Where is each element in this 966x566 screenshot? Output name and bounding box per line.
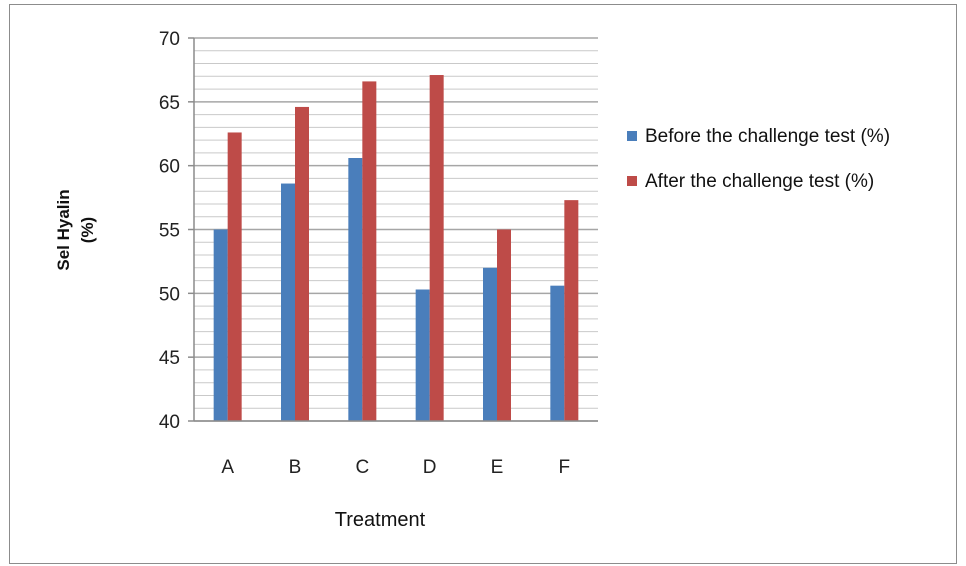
legend: Before the challenge test (%) After the c…: [627, 126, 890, 192]
bar-e-after: [497, 229, 511, 421]
y-tick-label: 45: [159, 348, 180, 369]
x-tick-label: E: [491, 457, 504, 478]
y-tick-label: 60: [159, 157, 180, 178]
x-tick-label: C: [355, 457, 369, 478]
bar-d-after: [429, 75, 444, 422]
y-axis-title-line1: Sel Hyalin: [54, 189, 73, 270]
bar-a-before: [213, 229, 228, 421]
y-axis-title: Sel Hyalin (%): [54, 189, 97, 270]
legend-swatch: [627, 131, 637, 141]
x-tick-label: D: [423, 457, 437, 478]
x-tick-label: B: [289, 457, 302, 478]
y-tick-label: 70: [159, 29, 180, 50]
bar-d-before: [415, 289, 430, 421]
bar-b-after: [295, 106, 309, 421]
legend-label: Before the challenge test (%): [645, 126, 890, 147]
bar-a-after: [227, 132, 242, 421]
bar-f-after: [564, 200, 579, 421]
bars: [213, 75, 579, 422]
bar-c-after: [362, 81, 377, 421]
y-tick-label: 50: [159, 284, 180, 305]
y-tick-label: 40: [159, 412, 180, 433]
legend-swatch: [627, 176, 637, 186]
legend-label: After the challenge test (%): [645, 171, 874, 192]
bar-b-before: [281, 183, 295, 421]
x-tick-labels: A B C D E F: [221, 457, 570, 478]
x-axis-title: Treatment: [335, 509, 426, 531]
x-tick-label: A: [221, 457, 234, 478]
axes: [188, 37, 598, 422]
y-tick-label: 65: [159, 93, 180, 114]
y-tick-label: 55: [159, 221, 180, 242]
bar-c-before: [348, 158, 363, 422]
x-tick-label: F: [559, 457, 571, 478]
y-axis-title-line2: (%): [78, 217, 97, 243]
y-tick-labels: 40 45 50 55 60 65 70: [159, 29, 180, 433]
bar-f-before: [550, 285, 565, 421]
grid-lines: [194, 37, 598, 422]
bar-e-before: [483, 267, 497, 421]
